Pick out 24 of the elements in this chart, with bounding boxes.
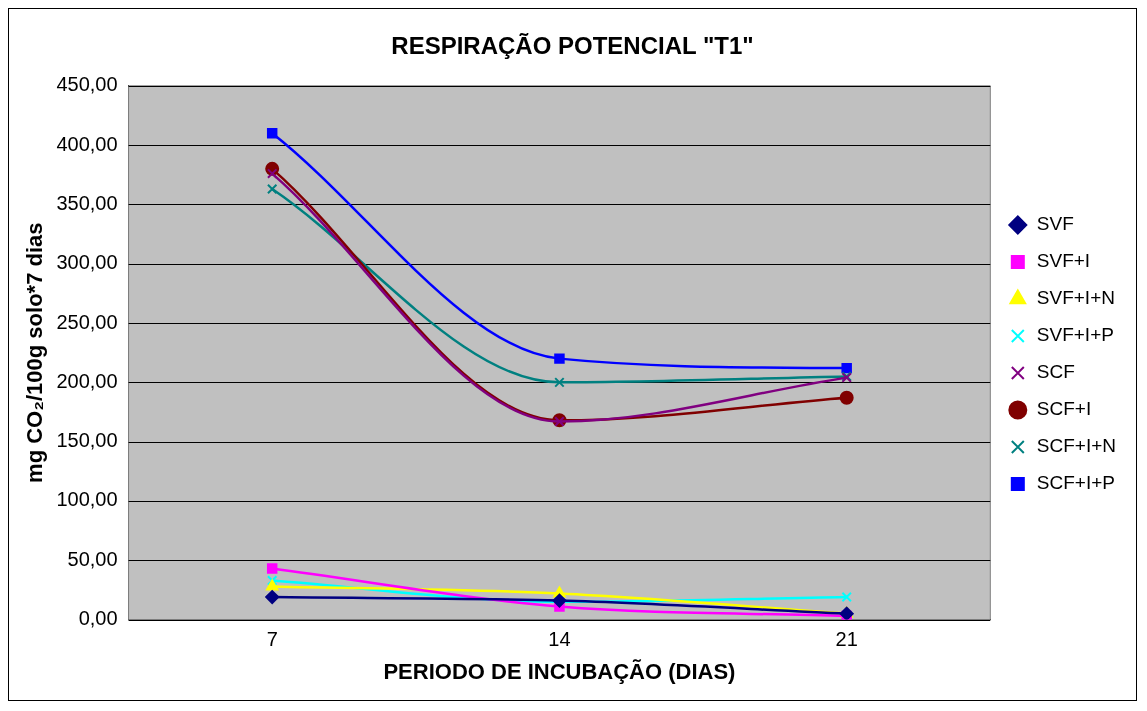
legend-label: SVF: [1036, 213, 1074, 235]
y-tick-label: 450,00: [56, 73, 118, 96]
y-axis-title: mg CO₂/100g solo*7 dias: [22, 222, 48, 483]
legend-label: SVF+I: [1036, 250, 1091, 272]
legend-label: SCF+I+N: [1036, 435, 1117, 457]
y-tick-label: 150,00: [56, 429, 118, 452]
y-tick-label: 250,00: [56, 310, 118, 333]
y-tick-label: 300,00: [56, 251, 118, 274]
x-tick-label: 21: [835, 628, 858, 651]
y-tick-label: 400,00: [56, 132, 118, 155]
x-tick-label: 14: [548, 628, 571, 651]
legend-label: SVF+I+P: [1036, 324, 1114, 346]
legend-label: SCF+I+P: [1036, 472, 1115, 494]
chart-title: RESPIRAÇÃO POTENCIAL "T1": [391, 32, 754, 60]
y-tick-label: 50,00: [67, 547, 118, 570]
legend-label: SCF: [1036, 361, 1075, 383]
y-tick-label: 0,00: [78, 607, 118, 630]
y-tick-label: 350,00: [56, 191, 118, 214]
legend-label: SVF+I+N: [1036, 287, 1115, 309]
y-tick-label: 100,00: [56, 488, 118, 511]
x-tick-label: 7: [266, 628, 278, 651]
y-tick-label: 200,00: [56, 369, 118, 392]
x-axis-title: PERIODO DE INCUBAÇÃO (DIAS): [383, 658, 736, 684]
legend-label: SCF+I: [1036, 398, 1092, 420]
